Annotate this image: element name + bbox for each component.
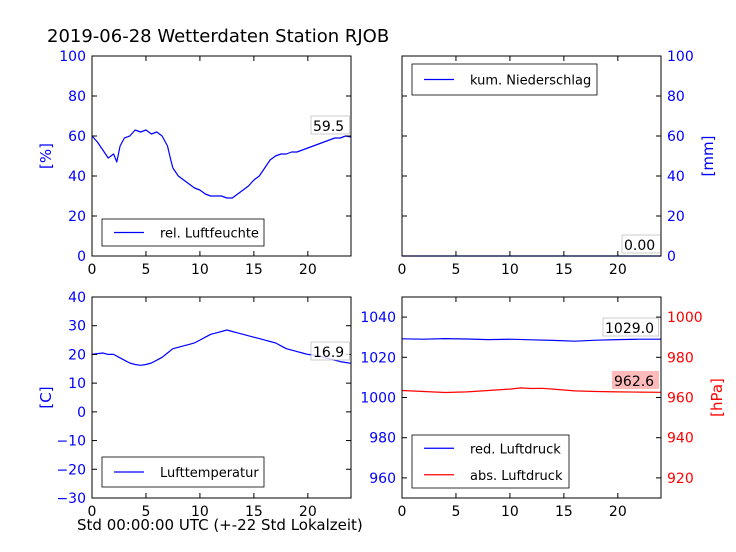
pressure-y-tick-label-2: 1000 [360, 391, 396, 407]
pressure-y-right-tick-label-0: 920 [667, 471, 694, 487]
precipitation-x-tick-label-2: 10 [501, 262, 519, 278]
humidity-y-tick-label-2: 40 [68, 169, 86, 185]
pressure-y-tick-label-1: 980 [369, 431, 396, 447]
humidity-x-tick-label-2: 10 [191, 262, 209, 278]
precipitation-y-tick-label-1: 20 [667, 209, 685, 225]
pressure-y-tick-label-0: 960 [369, 471, 396, 487]
temperature-x-tick-label-4: 20 [299, 504, 317, 520]
humidity-x-tick-label-0: 0 [88, 262, 97, 278]
pressure-value-label-0: 1029.0 [605, 321, 654, 337]
humidity-panel: 0 5 10 15 20 0 20 40 60 80 100 [%] rel. Luftfeuchte 5… [37, 49, 352, 278]
pressure-y-right-tick-label-4: 1000 [667, 310, 703, 326]
humidity-plot-frame [91, 55, 352, 257]
temperature-x-tick-label-0: 0 [88, 504, 97, 520]
precipitation-value-label-box-0 [621, 234, 661, 254]
pressure-value-label-box-1 [612, 371, 659, 389]
humidity-value-label-0: 59.5 [313, 119, 344, 135]
precipitation-y-tick-label-5: 100 [667, 49, 694, 65]
pressure-y-right-tick-label-1: 940 [667, 431, 694, 447]
pressure-legend-label-1: abs. Luftdruck [470, 469, 563, 484]
chart-title: 2019-06-28 Wetterdaten Station RJOB [47, 26, 390, 47]
precipitation-y-tick-label-0: 0 [667, 249, 676, 265]
precipitation-panel: 0 5 10 15 20 0 20 40 60 80 100 [mm] kum. Niederschla… [398, 49, 717, 278]
pressure-panel: 0 5 10 15 20 960 980 1000 1020 1040 920 940 960 980 10… [360, 296, 726, 520]
pressure-x-tick-label-0: 0 [398, 504, 407, 520]
temperature-y-tick-label-3: 0 [77, 405, 86, 421]
precipitation-x-tick-label-3: 15 [555, 262, 573, 278]
temperature-series-line-0 [91, 329, 352, 366]
temperature-x-tick-label-1: 5 [141, 504, 150, 520]
precipitation-x-tick-label-1: 5 [451, 262, 460, 278]
temperature-y-tick-label-4: 10 [68, 376, 86, 392]
pressure-value-label-1: 962.6 [614, 374, 654, 390]
pressure-y-tick-label-4: 1040 [360, 310, 396, 326]
humidity-legend-label-0: rel. Luftfeuchte [160, 227, 259, 242]
temperature-y-tick-label-5: 20 [68, 347, 86, 363]
humidity-y-tick-label-0: 0 [77, 249, 86, 265]
humidity-series-line-0 [91, 129, 352, 199]
precipitation-y-tick-label-4: 80 [667, 89, 685, 105]
precipitation-legend-label-0: kum. Niederschlag [470, 74, 591, 89]
pressure-value-label-box-0 [602, 317, 659, 337]
temperature-x-tick-label-2: 10 [191, 504, 209, 520]
humidity-x-tick-label-4: 20 [299, 262, 317, 278]
pressure-legend [411, 434, 570, 489]
pressure-y-right-tick-label-3: 980 [667, 350, 694, 366]
precipitation-value-label-0: 0.00 [624, 238, 655, 254]
temperature-y-tick-label-1: −20 [56, 462, 86, 478]
temperature-value-label-box-0 [310, 341, 350, 361]
pressure-x-tick-label-1: 5 [451, 504, 460, 520]
pressure-x-tick-label-4: 20 [609, 504, 627, 520]
temperature-legend-label-0: Lufttemperatur [160, 466, 259, 481]
pressure-legend-label-0: red. Luftdruck [470, 442, 561, 457]
temperature-y-axis-label: [C] [37, 386, 55, 408]
pressure-y-right-tick-label-2: 960 [667, 391, 694, 407]
humidity-y-tick-label-4: 80 [68, 89, 86, 105]
temperature-plot-frame [91, 296, 352, 499]
humidity-y-axis-label: [%] [37, 143, 55, 169]
pressure-y-axis-label-right: [hPa] [708, 378, 726, 417]
precipitation-x-tick-label-4: 20 [609, 262, 627, 278]
pressure-series-line-0 [401, 338, 661, 342]
pressure-x-tick-label-3: 15 [555, 504, 573, 520]
humidity-x-tick-label-3: 15 [245, 262, 263, 278]
pressure-series-line-1 [401, 387, 662, 394]
temperature-x-tick-label-3: 15 [245, 504, 263, 520]
precipitation-y-axis-label: [mm] [699, 136, 717, 177]
temperature-value-label-0: 16.9 [313, 345, 344, 361]
temperature-panel: 0 5 10 15 20 −30 −20 −10 0 10 20 30 40 [C] Lufttempera… [37, 290, 352, 520]
pressure-y-tick-label-3: 1020 [360, 350, 396, 366]
humidity-y-tick-label-1: 20 [68, 209, 86, 225]
temperature-y-tick-label-0: −30 [56, 491, 86, 507]
precipitation-x-tick-label-0: 0 [398, 262, 407, 278]
humidity-y-tick-label-3: 60 [68, 129, 86, 145]
precipitation-y-tick-label-3: 60 [667, 129, 685, 145]
temperature-y-tick-label-7: 40 [68, 290, 86, 306]
humidity-y-tick-label-5: 100 [59, 49, 86, 65]
precipitation-plot-frame [401, 55, 662, 257]
humidity-x-tick-label-1: 5 [141, 262, 150, 278]
x-axis-label: Std 00:00:00 UTC (+-22 Std Lokalzeit) [77, 516, 363, 534]
humidity-value-label-box-0 [310, 115, 350, 135]
pressure-x-tick-label-2: 10 [501, 504, 519, 520]
temperature-y-tick-label-2: −10 [56, 434, 86, 450]
precipitation-y-tick-label-2: 40 [667, 169, 685, 185]
temperature-y-tick-label-6: 30 [68, 319, 86, 335]
